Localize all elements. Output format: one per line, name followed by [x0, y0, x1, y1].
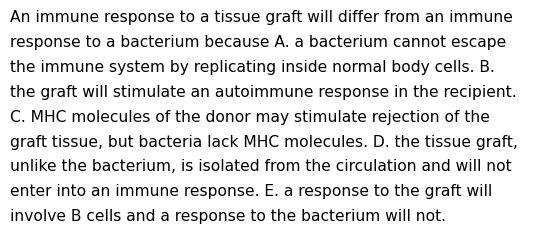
Text: involve B cells and a response to the bacterium will not.: involve B cells and a response to the ba… — [10, 208, 446, 223]
Text: C. MHC molecules of the donor may stimulate rejection of the: C. MHC molecules of the donor may stimul… — [10, 109, 490, 124]
Text: unlike the bacterium, is isolated from the circulation and will not: unlike the bacterium, is isolated from t… — [10, 159, 512, 174]
Text: An immune response to a tissue graft will differ from an immune: An immune response to a tissue graft wil… — [10, 10, 513, 25]
Text: enter into an immune response. E. a response to the graft will: enter into an immune response. E. a resp… — [10, 183, 492, 198]
Text: the immune system by replicating inside normal body cells. B.: the immune system by replicating inside … — [10, 60, 495, 75]
Text: graft tissue, but bacteria lack MHC molecules. D. the tissue graft,: graft tissue, but bacteria lack MHC mole… — [10, 134, 518, 149]
Text: response to a bacterium because A. a bacterium cannot escape: response to a bacterium because A. a bac… — [10, 35, 506, 50]
Text: the graft will stimulate an autoimmune response in the recipient.: the graft will stimulate an autoimmune r… — [10, 85, 517, 99]
